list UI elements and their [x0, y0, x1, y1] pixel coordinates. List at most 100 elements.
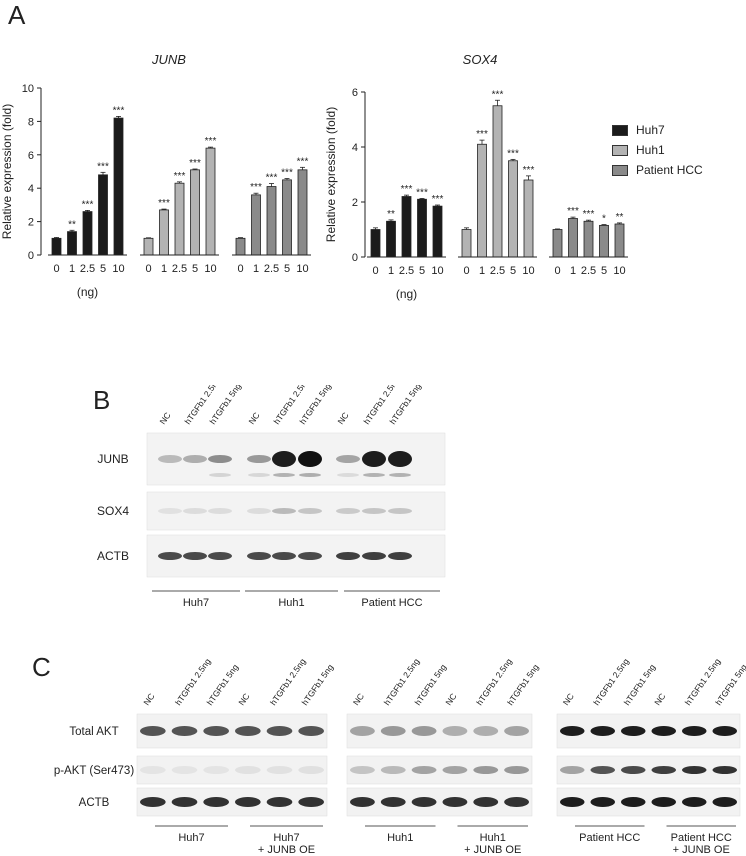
- band: [183, 455, 207, 463]
- group-label: Patient HCC: [579, 832, 640, 844]
- band: [140, 766, 166, 774]
- bar: [461, 229, 472, 258]
- band: [272, 508, 296, 514]
- band: [209, 473, 231, 477]
- lane-label: hTGFb1 5ng: [505, 662, 541, 707]
- band: [183, 552, 207, 560]
- band: [651, 726, 676, 736]
- blot-row: [136, 787, 328, 817]
- group-label: Huh7: [183, 597, 209, 609]
- band: [504, 797, 529, 807]
- panel-c-letter: C: [32, 652, 51, 682]
- blot-row: [556, 787, 741, 817]
- x-tick-label: 5: [100, 263, 106, 275]
- band: [504, 726, 529, 736]
- band: [350, 726, 375, 736]
- band: [560, 766, 585, 774]
- significance-mark: **: [616, 212, 624, 223]
- bar: [251, 194, 261, 256]
- band: [235, 797, 261, 807]
- band: [203, 797, 230, 807]
- band: [473, 766, 499, 774]
- chart-legend: Huh7 Huh1 Patient HCC: [612, 120, 742, 180]
- significance-mark: ***: [476, 129, 488, 140]
- bar: [401, 196, 412, 258]
- x-tick-label: 5: [601, 265, 607, 277]
- band: [682, 797, 707, 807]
- band: [651, 797, 676, 807]
- significance-mark: ***: [432, 194, 444, 205]
- x-tick-label: 2.5: [581, 265, 596, 277]
- bar: [599, 224, 609, 258]
- x-tick-label: 1: [479, 265, 485, 277]
- band: [362, 552, 386, 560]
- blot-row-label: p-AKT (Ser473): [54, 765, 134, 777]
- chart-title: JUNB: [151, 52, 186, 67]
- band: [208, 455, 232, 463]
- lane-label: NC: [351, 691, 366, 707]
- x-tick-label: 0: [554, 265, 560, 277]
- band: [336, 552, 360, 560]
- lane-label: NC: [157, 410, 172, 426]
- band: [712, 766, 737, 774]
- bar: [386, 220, 396, 258]
- significance-mark: **: [387, 209, 395, 220]
- x-tick-label: 2.5: [80, 263, 95, 275]
- x-tick-label: 0: [372, 265, 378, 277]
- significance-mark: ***: [567, 206, 579, 217]
- band: [389, 473, 411, 477]
- band: [411, 797, 437, 807]
- blot-row: [136, 713, 328, 749]
- band: [208, 552, 232, 560]
- band: [363, 473, 385, 477]
- band: [299, 473, 321, 477]
- y-tick-label: 0: [352, 252, 358, 264]
- bar: [477, 143, 487, 258]
- bar: [432, 205, 443, 258]
- band: [388, 508, 412, 514]
- legend-label-huh7: Huh7: [636, 123, 665, 137]
- blot-row-sox4: [146, 491, 446, 531]
- band: [560, 726, 585, 736]
- band: [298, 451, 322, 467]
- band: [158, 455, 182, 463]
- band: [266, 766, 293, 774]
- blot-row: [136, 755, 328, 785]
- bar: [113, 117, 124, 256]
- bar: [235, 237, 246, 256]
- y-tick-label: 0: [28, 250, 34, 262]
- bar: [205, 147, 216, 256]
- band: [203, 726, 230, 736]
- band: [362, 451, 386, 467]
- legend-label-patient-hcc: Patient HCC: [636, 163, 703, 177]
- significance-mark: ***: [281, 168, 293, 179]
- bar: [190, 169, 200, 256]
- significance-mark: ***: [250, 182, 262, 193]
- lane-label: NC: [443, 691, 458, 707]
- band: [712, 797, 737, 807]
- significance-mark: ***: [297, 156, 309, 167]
- y-tick-label: 2: [352, 197, 358, 209]
- lane-label: NC: [335, 410, 350, 426]
- group-label: Huh7: [178, 832, 204, 844]
- band: [298, 552, 322, 560]
- bar: [370, 229, 381, 258]
- x-tick-label: 1: [388, 265, 394, 277]
- band: [411, 726, 437, 736]
- band: [183, 508, 207, 514]
- band: [158, 508, 182, 514]
- x-tick-label: 0: [463, 265, 469, 277]
- band: [266, 726, 293, 736]
- legend-item-huh1: Huh1: [612, 140, 742, 160]
- x-tick-label: 10: [204, 263, 216, 275]
- band: [298, 797, 324, 807]
- x-tick-label: 10: [431, 265, 443, 277]
- band: [473, 797, 499, 807]
- band: [337, 473, 359, 477]
- bar: [568, 218, 578, 258]
- legend-item-patient-hcc: Patient HCC: [612, 160, 742, 180]
- band: [504, 766, 529, 774]
- lane-label: hTGFb1 5ng: [713, 662, 746, 707]
- band: [247, 508, 271, 514]
